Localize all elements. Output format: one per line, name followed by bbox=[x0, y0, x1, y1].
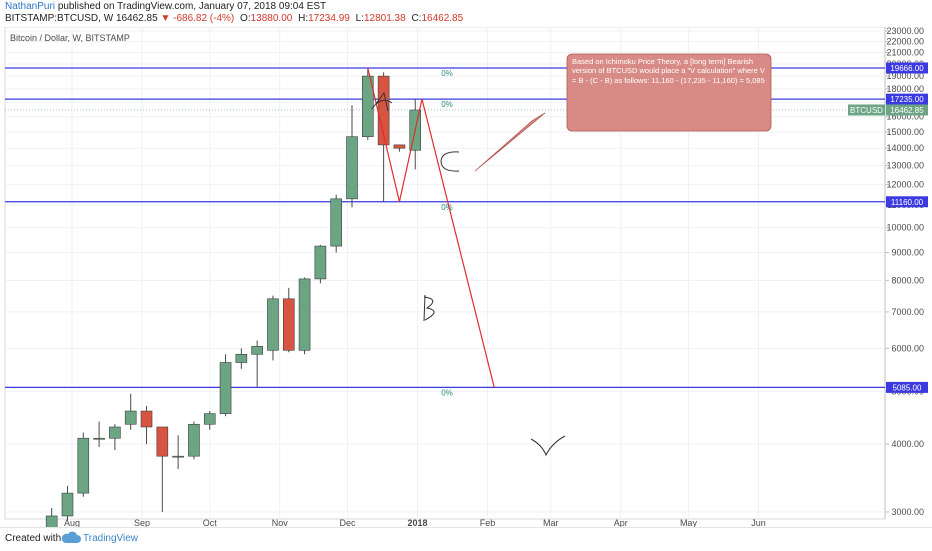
candle-up bbox=[172, 455, 184, 458]
close-label: C: bbox=[411, 13, 422, 24]
level-percent-label: 0% bbox=[441, 203, 453, 212]
x-tick-label: Feb bbox=[480, 518, 496, 527]
y-tick-label: 3000.00 bbox=[891, 507, 924, 517]
x-tick-label: Sep bbox=[134, 518, 150, 527]
candle-up bbox=[362, 75, 374, 138]
level-price-text: 11160.00 bbox=[891, 198, 924, 207]
x-tick-label: Aug bbox=[64, 518, 80, 527]
open-label: O: bbox=[240, 13, 251, 24]
price-change: ▼ -686.82 (-4%) bbox=[160, 13, 235, 24]
level-price-text: 5085.00 bbox=[893, 383, 922, 392]
handwritten-b-label bbox=[423, 294, 435, 322]
candle-up bbox=[124, 410, 137, 425]
y-tick-label: 9000.00 bbox=[891, 248, 924, 258]
ohlc-line: BITSTAMP:BTCUSD, W 16462.85 ▼ -686.82 (-… bbox=[5, 13, 463, 24]
y-tick-label: 14000.00 bbox=[886, 143, 924, 153]
candle-up bbox=[61, 492, 74, 517]
tradingview-brand[interactable]: TradingView bbox=[83, 533, 139, 544]
y-tick-label: 8000.00 bbox=[891, 275, 924, 285]
x-tick-label: May bbox=[680, 518, 698, 527]
price-chart[interactable]: 3000.004000.005000.006000.007000.008000.… bbox=[0, 27, 932, 527]
last-price-tag bbox=[886, 104, 928, 116]
y-tick-label: 21000.00 bbox=[886, 47, 924, 57]
last-price-text: 16462.85 bbox=[890, 106, 924, 115]
low-value: 12801.38 bbox=[363, 13, 406, 24]
handwritten-v-label bbox=[530, 435, 566, 457]
y-tick-label: 7000.00 bbox=[891, 307, 924, 317]
chart-title: Bitcoin / Dollar, W, BITSTAMP bbox=[10, 33, 130, 43]
callout-pointer bbox=[474, 112, 546, 172]
level-price-tag bbox=[886, 381, 928, 393]
y-tick-label: 10000.00 bbox=[886, 223, 924, 233]
author-link[interactable]: NathanPuri bbox=[5, 1, 56, 12]
symbol-tag bbox=[848, 104, 885, 116]
x-tick-label: Nov bbox=[272, 518, 289, 527]
callout-box bbox=[566, 53, 772, 132]
created-with-text: Created with bbox=[5, 533, 62, 544]
x-tick-label: 2018 bbox=[407, 518, 427, 527]
level-percent-label: 0% bbox=[441, 69, 453, 78]
published-text: published on TradingView.com, January 07… bbox=[57, 1, 327, 12]
candle-up bbox=[298, 278, 311, 351]
x-tick-label: Apr bbox=[614, 518, 628, 527]
level-percent-label: 0% bbox=[441, 388, 453, 397]
x-tick-label: Mar bbox=[543, 518, 559, 527]
y-tick-label: 15000.00 bbox=[886, 127, 924, 137]
candle-down bbox=[156, 426, 169, 457]
close-value: 16462.85 bbox=[421, 13, 464, 24]
footer: Created with TradingView bbox=[0, 527, 932, 551]
candle-up bbox=[251, 346, 263, 355]
y-tick-label: 16000.00 bbox=[886, 112, 924, 122]
candle-up bbox=[330, 198, 342, 247]
level-price-tag bbox=[886, 62, 928, 74]
high-label: H: bbox=[298, 13, 309, 24]
x-tick-label: Oct bbox=[203, 518, 218, 527]
level-price-tag bbox=[886, 196, 928, 208]
low-label: L: bbox=[355, 13, 364, 24]
symbol-tag-text: BTCUSD bbox=[850, 106, 883, 115]
handwritten-c-label bbox=[440, 151, 460, 172]
candle-down bbox=[393, 144, 406, 149]
candle-down bbox=[282, 298, 295, 351]
candle-up bbox=[93, 437, 105, 440]
callout-text-container: Based on Ichimoku Price Theory, a [long … bbox=[572, 57, 765, 85]
last-price: 16462.85 bbox=[115, 13, 158, 24]
y-tick-label: 4000.00 bbox=[891, 439, 924, 449]
open-value: 13880.00 bbox=[250, 13, 293, 24]
candle-up bbox=[109, 426, 121, 439]
y-tick-label: 6000.00 bbox=[891, 343, 924, 353]
candle-up bbox=[203, 413, 216, 425]
candle-up bbox=[45, 515, 58, 527]
y-tick-label: 12000.00 bbox=[886, 180, 924, 190]
candle-up bbox=[219, 362, 232, 414]
x-tick-label: Jun bbox=[751, 518, 766, 527]
level-price-text: 19666.00 bbox=[890, 64, 924, 73]
candle-up bbox=[267, 298, 279, 351]
high-value: 17234.99 bbox=[308, 13, 350, 24]
level-price-tag bbox=[886, 93, 928, 105]
candle-up bbox=[235, 353, 248, 363]
candle-up bbox=[314, 245, 327, 280]
y-tick-label: 22000.00 bbox=[886, 36, 924, 46]
candle-up bbox=[77, 437, 90, 494]
level-price-text: 17235.00 bbox=[890, 95, 924, 104]
handwritten-a-label bbox=[371, 91, 393, 112]
callout-text: Based on Ichimoku Price Theory, a [long … bbox=[572, 57, 765, 85]
candle-up bbox=[346, 136, 358, 200]
cloud-icon bbox=[61, 531, 81, 543]
y-tick-label: 23000.00 bbox=[886, 27, 924, 36]
symbol-label: BITSTAMP:BTCUSD, W bbox=[5, 13, 114, 24]
y-tick-label: 18000.00 bbox=[886, 84, 924, 94]
candle-down bbox=[140, 410, 153, 428]
candle-up bbox=[188, 423, 200, 457]
publish-line: NathanPuri published on TradingView.com,… bbox=[5, 1, 326, 12]
projection-path bbox=[367, 67, 495, 388]
y-tick-label: 19000.00 bbox=[886, 71, 924, 81]
x-tick-label: Dec bbox=[339, 518, 356, 527]
level-percent-label: 0% bbox=[441, 100, 453, 109]
y-tick-label: 13000.00 bbox=[886, 161, 924, 171]
